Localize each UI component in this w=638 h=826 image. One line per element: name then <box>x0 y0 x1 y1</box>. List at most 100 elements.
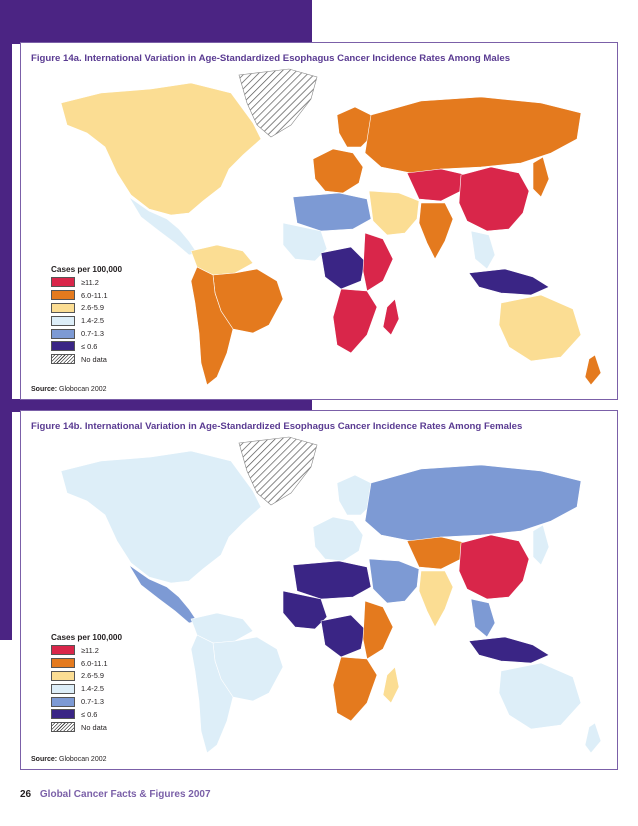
figure-14a-source: Source: Globocan 2002 <box>31 386 107 393</box>
country-region-east-africa <box>362 232 394 292</box>
country-region-indonesia <box>468 268 550 296</box>
country-region-russia <box>364 464 582 542</box>
page-number: 26 <box>20 789 32 800</box>
legend-swatch <box>51 670 75 681</box>
country-region-central-africa <box>320 246 366 290</box>
country-region-central-asia <box>406 168 468 202</box>
figure-14b-source: Source: Globocan 2002 <box>31 756 107 763</box>
legend-row: 6.0-11.1 <box>51 657 191 670</box>
legend-swatch <box>51 354 75 365</box>
legend-swatch <box>51 341 75 352</box>
legend-label: 1.4-2.5 <box>81 316 105 326</box>
country-region-japan <box>532 156 550 198</box>
country-region-china <box>458 534 530 600</box>
country-region-india <box>418 570 454 628</box>
country-region-russia <box>364 96 582 174</box>
header-band <box>0 0 312 44</box>
country-region-australia <box>498 294 582 362</box>
country-region-central-africa <box>320 614 366 658</box>
page-footer: 26 Global Cancer Facts & Figures 2007 <box>20 789 211 800</box>
legend-label: 2.6-5.9 <box>81 303 105 313</box>
legend-row: No data <box>51 353 191 366</box>
legend-row: 2.6-5.9 <box>51 302 191 315</box>
legend-swatch <box>51 722 75 733</box>
legend-label: 0.7-1.3 <box>81 329 105 339</box>
legend-row: ≥11.2 <box>51 644 191 657</box>
country-region-japan <box>532 524 550 566</box>
country-region-madagascar <box>382 666 400 704</box>
legend-label: ≤ 0.6 <box>81 341 98 351</box>
legend-label: No data <box>81 722 107 732</box>
country-region-north-africa <box>292 560 372 600</box>
legend-heading: Cases per 100,000 <box>51 633 123 642</box>
legend-heading: Cases per 100,000 <box>51 265 123 274</box>
country-region-madagascar <box>382 298 400 336</box>
figure-14b-legend: Cases per 100,000 ≥11.2 6.0-11.1 2.6-5.9 1.… <box>51 633 191 734</box>
legend-row: 1.4-2.5 <box>51 682 191 695</box>
legend-label: ≥11.2 <box>81 645 99 655</box>
legend-row: 1.4-2.5 <box>51 314 191 327</box>
legend-swatch <box>51 683 75 694</box>
figure-14a-title: Figure 14a. International Variation in A… <box>31 53 511 64</box>
legend-label: 1.4-2.5 <box>81 684 105 694</box>
country-region-greenland <box>238 436 318 506</box>
figure-14b-title: Figure 14b. International Variation in A… <box>31 421 523 432</box>
legend-row: ≤ 0.6 <box>51 708 191 721</box>
legend-swatch <box>51 658 75 669</box>
country-region-south-america-south <box>190 634 234 754</box>
legend-swatch <box>51 290 75 301</box>
legend-swatch <box>51 302 75 313</box>
legend-label: No data <box>81 354 107 364</box>
legend-row: 6.0-11.1 <box>51 289 191 302</box>
figure-14a-panel: Figure 14a. International Variation in A… <box>20 42 618 400</box>
legend-row: No data <box>51 721 191 734</box>
country-region-southern-africa <box>332 288 378 354</box>
legend-swatch <box>51 315 75 326</box>
country-region-southeast-asia <box>470 230 496 270</box>
country-region-western-europe <box>312 516 364 562</box>
country-region-north-africa <box>292 192 372 232</box>
figure-14b-panel: Figure 14b. International Variation in A… <box>20 410 618 770</box>
legend-row: 0.7-1.3 <box>51 327 191 340</box>
country-region-western-europe <box>312 148 364 194</box>
legend-label: 6.0-11.1 <box>81 290 108 300</box>
country-region-north-america <box>60 450 262 584</box>
legend-label: 2.6-5.9 <box>81 671 105 681</box>
legend-swatch <box>51 645 75 656</box>
publication-title: Global Cancer Facts & Figures 2007 <box>39 789 211 800</box>
figure-14b-world-map <box>60 436 602 754</box>
country-region-new-zealand <box>584 354 602 386</box>
country-region-new-zealand <box>584 722 602 754</box>
country-region-china <box>458 166 530 232</box>
country-region-australia <box>498 662 582 730</box>
country-region-southeast-asia <box>470 598 496 638</box>
country-region-west-africa <box>282 222 328 262</box>
country-region-india <box>418 202 454 260</box>
legend-label: ≥11.2 <box>81 277 99 287</box>
legend-swatch <box>51 328 75 339</box>
country-region-north-america <box>60 82 262 216</box>
country-region-middle-east <box>368 190 420 236</box>
country-region-southern-africa <box>332 656 378 722</box>
legend-label: 6.0-11.1 <box>81 658 108 668</box>
country-region-central-asia <box>406 536 468 570</box>
figure-14a-world-map <box>60 68 602 386</box>
side-band <box>0 0 12 640</box>
country-region-middle-east <box>368 558 420 604</box>
legend-row: 2.6-5.9 <box>51 670 191 683</box>
legend-label: ≤ 0.6 <box>81 709 98 719</box>
figure-14a-legend: Cases per 100,000 ≥11.2 6.0-11.1 2.6-5.9 1.… <box>51 265 191 366</box>
legend-row: 0.7-1.3 <box>51 695 191 708</box>
country-region-greenland <box>238 68 318 138</box>
country-region-east-africa <box>362 600 394 660</box>
legend-label: 0.7-1.3 <box>81 697 105 707</box>
legend-row: ≥11.2 <box>51 276 191 289</box>
country-region-west-africa <box>282 590 328 630</box>
legend-row: ≤ 0.6 <box>51 340 191 353</box>
mid-band <box>0 399 312 412</box>
country-region-south-america-south <box>190 266 234 386</box>
legend-swatch <box>51 709 75 720</box>
legend-swatch <box>51 277 75 288</box>
legend-swatch <box>51 696 75 707</box>
country-region-indonesia <box>468 636 550 664</box>
